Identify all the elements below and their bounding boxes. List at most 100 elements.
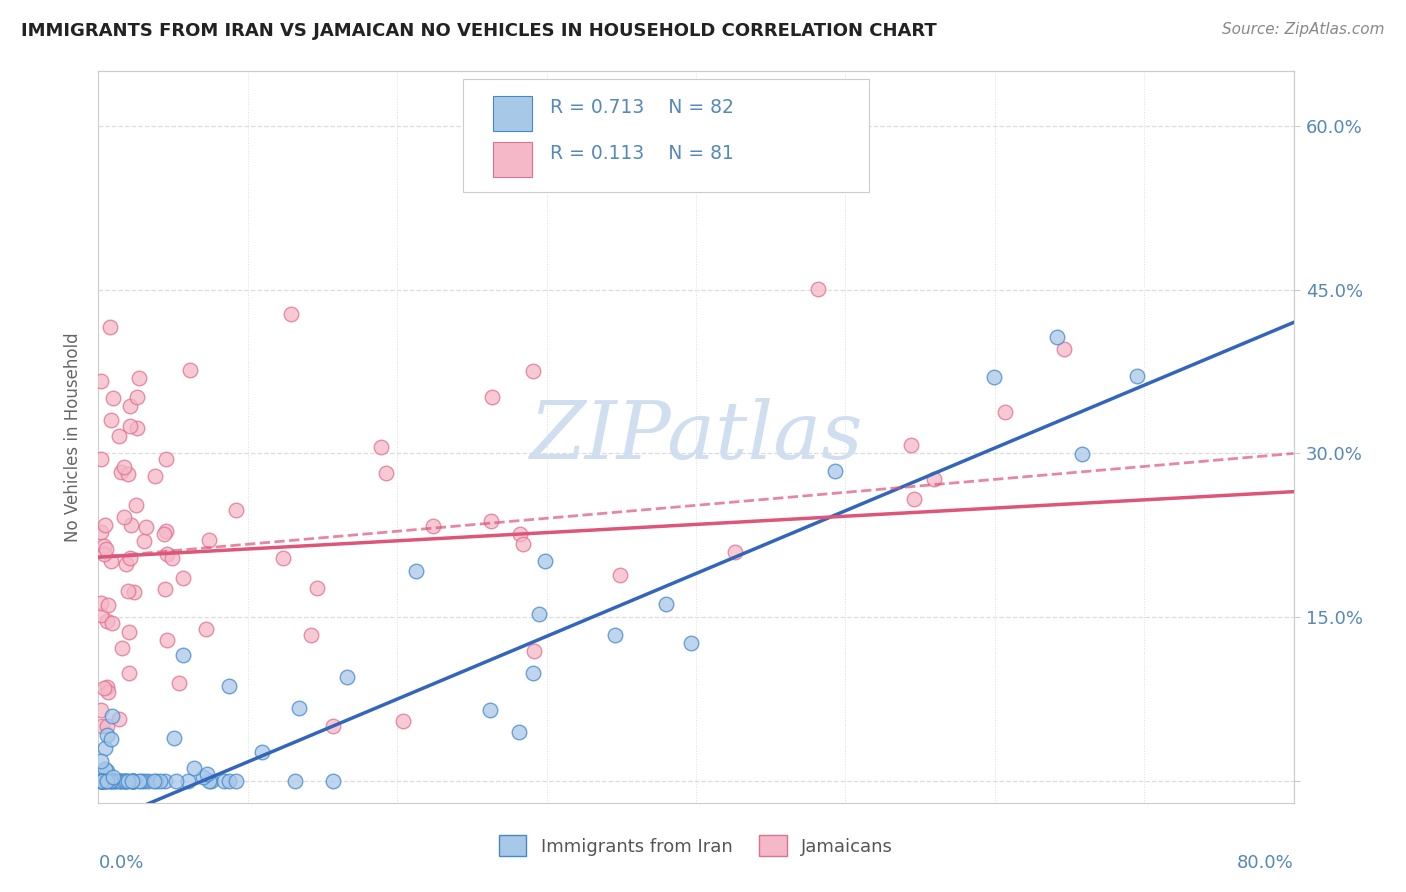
Point — [122, 774, 145, 789]
Point — [94, 741, 117, 756]
Point — [97, 685, 120, 699]
Point — [156, 547, 179, 561]
Point — [108, 712, 131, 726]
Point — [134, 774, 156, 789]
Point — [271, 551, 294, 566]
Point — [509, 527, 531, 541]
Point — [218, 774, 240, 789]
Point — [218, 679, 240, 693]
Point — [391, 714, 413, 729]
Point — [523, 643, 546, 657]
Text: R = 0.113    N = 81: R = 0.113 N = 81 — [550, 144, 734, 162]
Point — [145, 774, 167, 789]
Point — [115, 774, 138, 789]
Point — [900, 438, 922, 452]
Point — [162, 731, 184, 746]
Point — [983, 370, 1005, 384]
Text: IMMIGRANTS FROM IRAN VS JAMAICAN NO VEHICLES IN HOUSEHOLD CORRELATION CHART: IMMIGRANTS FROM IRAN VS JAMAICAN NO VEHI… — [21, 22, 936, 40]
Point — [94, 774, 117, 789]
Point — [679, 636, 702, 650]
Point — [90, 754, 112, 768]
Point — [284, 774, 307, 789]
Point — [90, 596, 112, 610]
Point — [94, 762, 117, 776]
Point — [508, 725, 530, 739]
Point — [93, 774, 115, 789]
Point — [922, 472, 945, 486]
Point — [94, 542, 117, 557]
Point — [605, 628, 627, 642]
Point — [94, 518, 117, 533]
Point — [94, 771, 117, 785]
Point — [156, 633, 179, 648]
Point — [155, 452, 177, 467]
Point — [322, 774, 344, 789]
Point — [512, 537, 534, 551]
Point — [117, 584, 139, 599]
Point — [90, 607, 112, 622]
Point — [127, 421, 149, 435]
Point — [153, 582, 176, 597]
Point — [98, 774, 121, 789]
Point — [299, 628, 322, 642]
Point — [120, 517, 142, 532]
FancyBboxPatch shape — [463, 78, 869, 192]
Point — [481, 390, 503, 404]
Point — [96, 719, 118, 733]
Text: R = 0.713    N = 82: R = 0.713 N = 82 — [550, 98, 734, 117]
Point — [193, 770, 215, 784]
Point — [107, 429, 129, 443]
Point — [100, 731, 122, 746]
Point — [114, 774, 136, 789]
Point — [104, 774, 127, 789]
Point — [305, 582, 328, 596]
Point — [104, 774, 127, 789]
Point — [101, 616, 124, 631]
Point — [94, 770, 117, 784]
Point — [1071, 447, 1094, 461]
Point — [118, 418, 141, 433]
Point — [100, 413, 122, 427]
Point — [195, 766, 218, 780]
Point — [422, 519, 444, 533]
Point — [96, 774, 118, 789]
Point — [90, 774, 112, 789]
Point — [195, 622, 218, 636]
Point — [118, 666, 141, 681]
Point — [654, 597, 676, 611]
Point — [522, 666, 544, 681]
Point — [112, 509, 135, 524]
Point — [160, 550, 183, 565]
Point — [91, 774, 114, 789]
Point — [101, 774, 124, 789]
Text: 0.0%: 0.0% — [98, 854, 143, 872]
FancyBboxPatch shape — [494, 96, 533, 131]
Point — [121, 774, 143, 789]
Point — [994, 405, 1017, 419]
Point — [200, 774, 222, 789]
Point — [478, 703, 501, 717]
Point — [94, 774, 117, 789]
Point — [903, 491, 925, 506]
Point — [167, 675, 190, 690]
Point — [723, 545, 745, 559]
Point — [165, 774, 187, 789]
Point — [90, 452, 112, 467]
Point — [101, 708, 124, 723]
Point — [183, 761, 205, 775]
Point — [118, 624, 141, 639]
Point — [336, 670, 359, 684]
Point — [143, 469, 166, 483]
Point — [177, 774, 200, 789]
Point — [125, 390, 148, 404]
Point — [136, 774, 159, 789]
Point — [128, 774, 150, 789]
Point — [122, 774, 145, 789]
Point — [225, 503, 247, 517]
Point — [90, 774, 112, 789]
Point — [124, 498, 146, 512]
Point — [824, 463, 846, 477]
Point — [112, 460, 135, 475]
Point — [280, 307, 302, 321]
Point — [120, 551, 142, 566]
